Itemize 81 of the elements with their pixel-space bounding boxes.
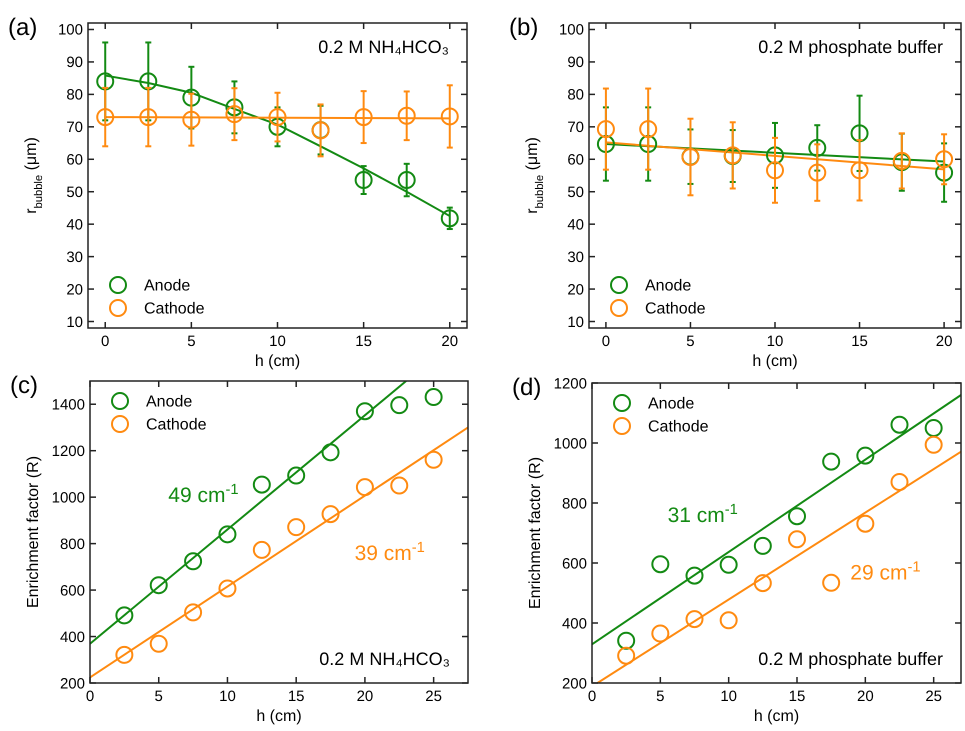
y-tick-label: 60 — [66, 152, 83, 169]
x-axis-title: h (cm) — [256, 708, 302, 725]
x-tick-label: 0 — [86, 688, 94, 705]
chart-title: (d) — [512, 374, 542, 401]
legend-label: Anode — [144, 278, 190, 295]
y-tick-label: 50 — [66, 184, 83, 201]
y-tick-label: 800 — [562, 495, 587, 512]
annotation: 0.2 M NH₄HCO₃ — [319, 649, 450, 669]
y-tick-label: 400 — [60, 628, 85, 646]
x-tick-label: 0 — [101, 333, 110, 350]
x-tick-label: 0 — [588, 688, 596, 705]
x-tick-label: 5 — [686, 333, 695, 350]
y-tick-label: 80 — [567, 86, 584, 104]
x-tick-label: 20 — [936, 333, 952, 350]
x-tick-label: 5 — [187, 333, 196, 350]
y-tick-label: 10 — [567, 314, 584, 331]
y-tick-label: 90 — [66, 54, 83, 72]
y-tick-label: 30 — [567, 248, 584, 266]
x-tick-label: 15 — [355, 333, 372, 350]
y-tick-label: 30 — [66, 248, 83, 266]
x-tick-label: 25 — [925, 688, 942, 705]
chart-title: (a) — [8, 14, 38, 41]
y-tick-label: 20 — [66, 281, 83, 298]
y-tick-label: 20 — [567, 281, 584, 298]
x-tick-label: 10 — [766, 333, 784, 350]
annotation: 29 cm$^{-1}$ — [850, 559, 921, 584]
chart-title: (b) — [509, 14, 538, 41]
x-tick-label: 20 — [356, 688, 374, 705]
legend-label: Anode — [648, 396, 694, 413]
y-tick-label: 1400 — [52, 396, 85, 414]
y-tick-label: 90 — [567, 54, 584, 72]
chart-title: (c) — [10, 372, 38, 399]
y-tick-label: 10 — [66, 314, 83, 331]
annotation: 0.2 M phosphate buffer — [758, 37, 943, 57]
y-tick-label: 100 — [558, 22, 584, 39]
legend-label: Anode — [146, 394, 192, 411]
x-tick-label: 20 — [856, 688, 874, 705]
y-tick-label: 1000 — [52, 489, 85, 506]
annotation: 49 cm$^{-1}$ — [168, 482, 239, 507]
x-axis-title: h (cm) — [752, 353, 798, 370]
y-tick-label: 400 — [562, 615, 587, 632]
y-axis-title: Enrichment factor (R) — [25, 456, 42, 608]
y-tick-label: 40 — [66, 216, 83, 234]
x-tick-label: 15 — [288, 688, 305, 705]
y-tick-label: 70 — [66, 119, 83, 136]
y-tick-label: 600 — [60, 582, 85, 600]
annotation: 0.2 M phosphate buffer — [758, 649, 943, 669]
y-tick-label: 200 — [562, 675, 587, 692]
x-tick-label: 15 — [851, 333, 868, 350]
y-tick-label: 100 — [58, 22, 83, 39]
y-tick-label: 600 — [562, 555, 587, 572]
x-tick-label: 5 — [154, 688, 163, 705]
y-tick-label: 1200 — [52, 442, 85, 460]
x-axis-title: h (cm) — [254, 353, 300, 370]
x-tick-label: 10 — [269, 333, 286, 350]
x-tick-label: 20 — [441, 333, 458, 350]
legend-label: Anode — [645, 278, 692, 295]
y-axis-title: Enrichment factor (R) — [527, 456, 544, 610]
x-tick-label: 15 — [788, 688, 806, 705]
annotation: 0.2 M NH₄HCO₃ — [318, 37, 449, 57]
x-tick-label: 25 — [425, 688, 442, 705]
legend-label: Cathode — [645, 300, 706, 318]
y-tick-label: 80 — [66, 86, 83, 104]
annotation: 39 cm$^{-1}$ — [354, 540, 425, 565]
legend-label: Cathode — [144, 300, 205, 318]
x-tick-label: 10 — [720, 688, 738, 705]
annotation: 31 cm$^{-1}$ — [668, 502, 738, 527]
y-tick-label: 1000 — [554, 435, 587, 452]
y-tick-label: 1200 — [554, 375, 587, 392]
y-tick-label: 60 — [567, 152, 584, 169]
y-tick-label: 40 — [567, 216, 584, 234]
y-tick-label: 50 — [567, 184, 584, 201]
y-tick-label: 70 — [567, 119, 584, 136]
x-tick-label: 10 — [219, 688, 236, 705]
x-tick-label: 5 — [656, 688, 665, 705]
y-tick-label: 800 — [60, 536, 85, 553]
x-tick-label: 0 — [602, 333, 610, 350]
legend-label: Cathode — [146, 416, 207, 434]
legend-label: Cathode — [648, 418, 709, 436]
y-tick-label: 200 — [60, 675, 85, 692]
x-axis-title: h (cm) — [754, 708, 800, 725]
